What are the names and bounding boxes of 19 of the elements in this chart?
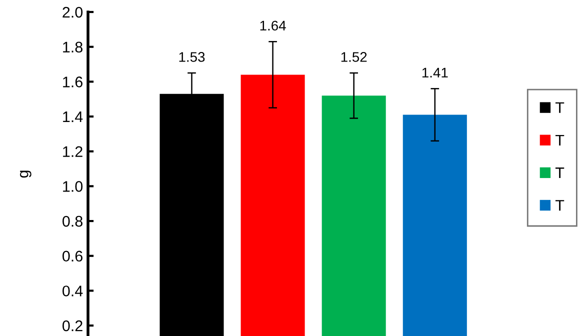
y-tick-label: 1.4: [63, 112, 83, 122]
y-tick-label: 1.2: [63, 146, 82, 157]
legend-label: T: [555, 134, 564, 146]
y-axis-title: g: [20, 170, 32, 178]
y-tick-label: 1.6: [63, 76, 82, 88]
y-tick-label: 2.0: [62, 6, 83, 18]
data-label: 1.53: [179, 52, 205, 62]
y-tick-label: 1.8: [63, 42, 82, 53]
data-label: 1.41: [422, 68, 448, 78]
y-tick-label: 0.4: [62, 286, 83, 296]
y-tick-label: 0.8: [62, 216, 82, 227]
legend-label: T: [555, 200, 564, 211]
data-label: 1.64: [260, 20, 286, 31]
legend-label: T: [555, 102, 564, 113]
legend-label: T: [555, 168, 564, 178]
y-tick-label: 0.2: [62, 320, 82, 332]
data-label: 1.52: [341, 52, 367, 62]
y-tick-label: 0.6: [62, 250, 82, 262]
y-tick-label: 1.0: [63, 181, 83, 192]
